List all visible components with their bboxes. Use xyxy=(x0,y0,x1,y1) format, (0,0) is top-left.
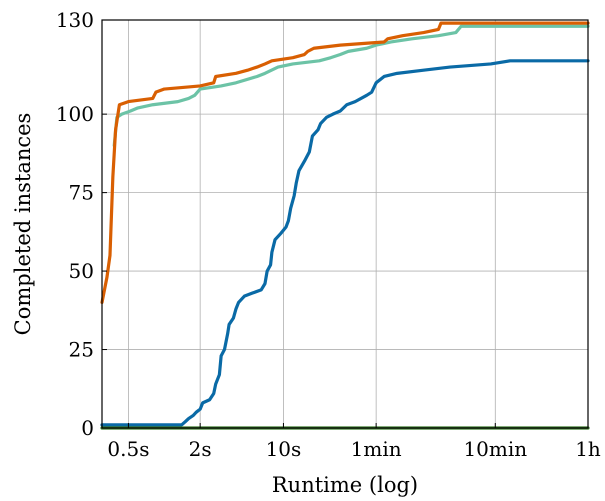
series-line-1 xyxy=(100,59,590,427)
x-tick-label: 2s xyxy=(189,437,212,461)
y-tick-label: 100 xyxy=(56,102,94,126)
x-tick-label: 1h xyxy=(575,437,601,461)
ticks-layer: 0.5s 2s 10s 1min 10min 1h 0 25 50 75 100 130 xyxy=(56,8,601,461)
grid-layer xyxy=(102,19,589,429)
y-tick-label: 0 xyxy=(81,416,94,440)
y-tick-label: 75 xyxy=(69,181,94,205)
y-axis-label: Completed instances xyxy=(11,113,35,336)
x-tick-label: 1min xyxy=(351,437,402,461)
y-tick-label: 130 xyxy=(56,8,94,32)
y-tick-label: 25 xyxy=(69,338,94,362)
series-line-3 xyxy=(100,21,590,305)
x-axis-label: Runtime (log) xyxy=(272,473,418,497)
x-tick-label: 10min xyxy=(463,437,527,461)
y-tick-label: 50 xyxy=(69,259,94,283)
series-layer xyxy=(100,21,590,430)
series-line-2 xyxy=(112,24,590,148)
x-tick-label: 0.5s xyxy=(107,437,149,461)
x-tick-label: 10s xyxy=(266,437,302,461)
plot-frame xyxy=(101,19,589,429)
